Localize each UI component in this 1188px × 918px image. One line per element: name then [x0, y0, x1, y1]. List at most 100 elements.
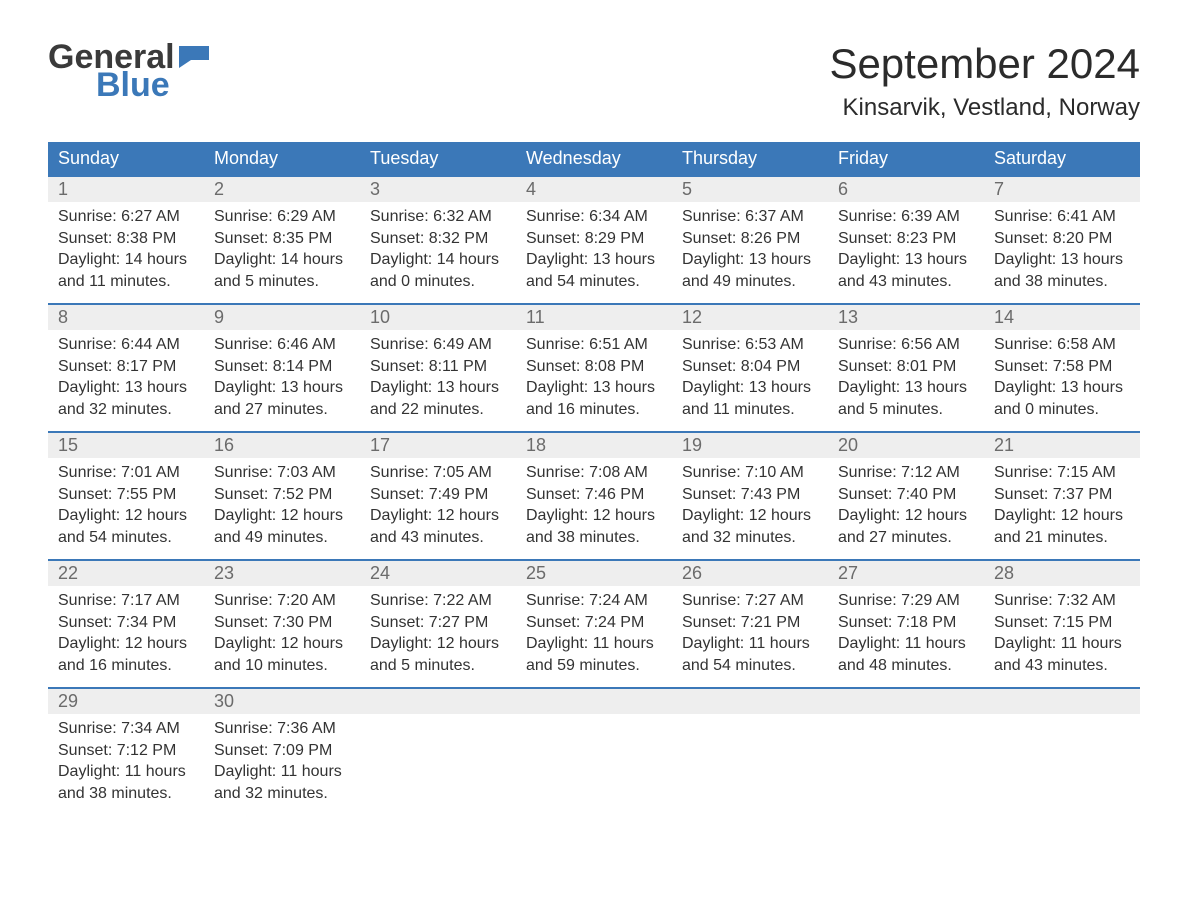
day-body: Sunrise: 6:51 AMSunset: 8:08 PMDaylight:…: [516, 330, 672, 430]
daylight-line: Daylight: 12 hours and 54 minutes.: [58, 505, 194, 548]
calendar-week-row: 22Sunrise: 7:17 AMSunset: 7:34 PMDayligh…: [48, 560, 1140, 688]
day-body: Sunrise: 7:03 AMSunset: 7:52 PMDaylight:…: [204, 458, 360, 558]
sunset-line: Sunset: 7:09 PM: [214, 740, 350, 762]
sunset-line: Sunset: 7:43 PM: [682, 484, 818, 506]
sunrise-line: Sunrise: 7:22 AM: [370, 590, 506, 612]
daylight-line: Daylight: 14 hours and 11 minutes.: [58, 249, 194, 292]
daylight-line: Daylight: 11 hours and 38 minutes.: [58, 761, 194, 804]
day-number-empty: [828, 689, 984, 714]
day-body: Sunrise: 7:15 AMSunset: 7:37 PMDaylight:…: [984, 458, 1140, 558]
day-body: Sunrise: 6:53 AMSunset: 8:04 PMDaylight:…: [672, 330, 828, 430]
sunrise-line: Sunrise: 6:53 AM: [682, 334, 818, 356]
sunrise-line: Sunrise: 7:27 AM: [682, 590, 818, 612]
weekday-header: Friday: [828, 142, 984, 176]
calendar-cell: 7Sunrise: 6:41 AMSunset: 8:20 PMDaylight…: [984, 176, 1140, 304]
sunrise-line: Sunrise: 6:39 AM: [838, 206, 974, 228]
sunset-line: Sunset: 8:01 PM: [838, 356, 974, 378]
sunrise-line: Sunrise: 6:46 AM: [214, 334, 350, 356]
calendar-cell: 29Sunrise: 7:34 AMSunset: 7:12 PMDayligh…: [48, 688, 204, 816]
sunrise-line: Sunrise: 7:32 AM: [994, 590, 1130, 612]
day-number: 30: [204, 689, 360, 714]
day-body: Sunrise: 6:44 AMSunset: 8:17 PMDaylight:…: [48, 330, 204, 430]
day-number: 21: [984, 433, 1140, 458]
sunset-line: Sunset: 7:52 PM: [214, 484, 350, 506]
daylight-line: Daylight: 13 hours and 16 minutes.: [526, 377, 662, 420]
daylight-line: Daylight: 12 hours and 27 minutes.: [838, 505, 974, 548]
daylight-line: Daylight: 14 hours and 0 minutes.: [370, 249, 506, 292]
sunrise-line: Sunrise: 6:32 AM: [370, 206, 506, 228]
calendar-cell: 23Sunrise: 7:20 AMSunset: 7:30 PMDayligh…: [204, 560, 360, 688]
sunrise-line: Sunrise: 7:34 AM: [58, 718, 194, 740]
sunset-line: Sunset: 8:04 PM: [682, 356, 818, 378]
sunrise-line: Sunrise: 6:58 AM: [994, 334, 1130, 356]
day-number: 13: [828, 305, 984, 330]
sunset-line: Sunset: 7:21 PM: [682, 612, 818, 634]
calendar-cell: 5Sunrise: 6:37 AMSunset: 8:26 PMDaylight…: [672, 176, 828, 304]
day-number: 29: [48, 689, 204, 714]
calendar-cell: 25Sunrise: 7:24 AMSunset: 7:24 PMDayligh…: [516, 560, 672, 688]
day-body: Sunrise: 6:32 AMSunset: 8:32 PMDaylight:…: [360, 202, 516, 302]
sunset-line: Sunset: 7:30 PM: [214, 612, 350, 634]
day-body: Sunrise: 7:24 AMSunset: 7:24 PMDaylight:…: [516, 586, 672, 686]
weekday-header: Tuesday: [360, 142, 516, 176]
daylight-line: Daylight: 13 hours and 0 minutes.: [994, 377, 1130, 420]
sunrise-line: Sunrise: 7:15 AM: [994, 462, 1130, 484]
calendar-cell: 2Sunrise: 6:29 AMSunset: 8:35 PMDaylight…: [204, 176, 360, 304]
day-body: Sunrise: 7:22 AMSunset: 7:27 PMDaylight:…: [360, 586, 516, 686]
sunrise-line: Sunrise: 6:29 AM: [214, 206, 350, 228]
day-body: Sunrise: 7:12 AMSunset: 7:40 PMDaylight:…: [828, 458, 984, 558]
calendar-cell: 30Sunrise: 7:36 AMSunset: 7:09 PMDayligh…: [204, 688, 360, 816]
sunrise-line: Sunrise: 7:03 AM: [214, 462, 350, 484]
calendar-cell: 16Sunrise: 7:03 AMSunset: 7:52 PMDayligh…: [204, 432, 360, 560]
day-number: 18: [516, 433, 672, 458]
sunset-line: Sunset: 8:14 PM: [214, 356, 350, 378]
sunrise-line: Sunrise: 7:05 AM: [370, 462, 506, 484]
sunset-line: Sunset: 7:46 PM: [526, 484, 662, 506]
day-number: 7: [984, 177, 1140, 202]
sunset-line: Sunset: 8:20 PM: [994, 228, 1130, 250]
calendar-header-row: SundayMondayTuesdayWednesdayThursdayFrid…: [48, 142, 1140, 176]
calendar-week-row: 15Sunrise: 7:01 AMSunset: 7:55 PMDayligh…: [48, 432, 1140, 560]
day-body: Sunrise: 6:41 AMSunset: 8:20 PMDaylight:…: [984, 202, 1140, 302]
calendar-cell: 14Sunrise: 6:58 AMSunset: 7:58 PMDayligh…: [984, 304, 1140, 432]
day-number: 15: [48, 433, 204, 458]
day-number-empty: [516, 689, 672, 714]
day-number: 17: [360, 433, 516, 458]
day-body: Sunrise: 6:29 AMSunset: 8:35 PMDaylight:…: [204, 202, 360, 302]
daylight-line: Daylight: 11 hours and 54 minutes.: [682, 633, 818, 676]
title-block: September 2024 Kinsarvik, Vestland, Norw…: [829, 40, 1140, 122]
day-number: 4: [516, 177, 672, 202]
day-number: 20: [828, 433, 984, 458]
day-number: 5: [672, 177, 828, 202]
sunrise-line: Sunrise: 6:37 AM: [682, 206, 818, 228]
sunrise-line: Sunrise: 7:20 AM: [214, 590, 350, 612]
sunrise-line: Sunrise: 7:24 AM: [526, 590, 662, 612]
daylight-line: Daylight: 12 hours and 16 minutes.: [58, 633, 194, 676]
sunrise-line: Sunrise: 7:17 AM: [58, 590, 194, 612]
sunset-line: Sunset: 8:26 PM: [682, 228, 818, 250]
sunset-line: Sunset: 8:35 PM: [214, 228, 350, 250]
logo-word-blue: Blue: [96, 68, 209, 102]
day-body: Sunrise: 6:56 AMSunset: 8:01 PMDaylight:…: [828, 330, 984, 430]
day-number: 28: [984, 561, 1140, 586]
daylight-line: Daylight: 11 hours and 48 minutes.: [838, 633, 974, 676]
calendar-cell: 11Sunrise: 6:51 AMSunset: 8:08 PMDayligh…: [516, 304, 672, 432]
weekday-header: Thursday: [672, 142, 828, 176]
day-number-empty: [360, 689, 516, 714]
sunset-line: Sunset: 7:40 PM: [838, 484, 974, 506]
day-number: 11: [516, 305, 672, 330]
calendar-cell: 22Sunrise: 7:17 AMSunset: 7:34 PMDayligh…: [48, 560, 204, 688]
day-body: Sunrise: 7:05 AMSunset: 7:49 PMDaylight:…: [360, 458, 516, 558]
sunset-line: Sunset: 7:34 PM: [58, 612, 194, 634]
sunset-line: Sunset: 8:32 PM: [370, 228, 506, 250]
daylight-line: Daylight: 12 hours and 5 minutes.: [370, 633, 506, 676]
calendar-cell: 17Sunrise: 7:05 AMSunset: 7:49 PMDayligh…: [360, 432, 516, 560]
weekday-header: Sunday: [48, 142, 204, 176]
calendar-cell: 13Sunrise: 6:56 AMSunset: 8:01 PMDayligh…: [828, 304, 984, 432]
logo: General Blue: [48, 40, 209, 102]
calendar-cell: 12Sunrise: 6:53 AMSunset: 8:04 PMDayligh…: [672, 304, 828, 432]
calendar-cell: 28Sunrise: 7:32 AMSunset: 7:15 PMDayligh…: [984, 560, 1140, 688]
calendar-cell: 26Sunrise: 7:27 AMSunset: 7:21 PMDayligh…: [672, 560, 828, 688]
day-number: 12: [672, 305, 828, 330]
calendar-cell: 3Sunrise: 6:32 AMSunset: 8:32 PMDaylight…: [360, 176, 516, 304]
